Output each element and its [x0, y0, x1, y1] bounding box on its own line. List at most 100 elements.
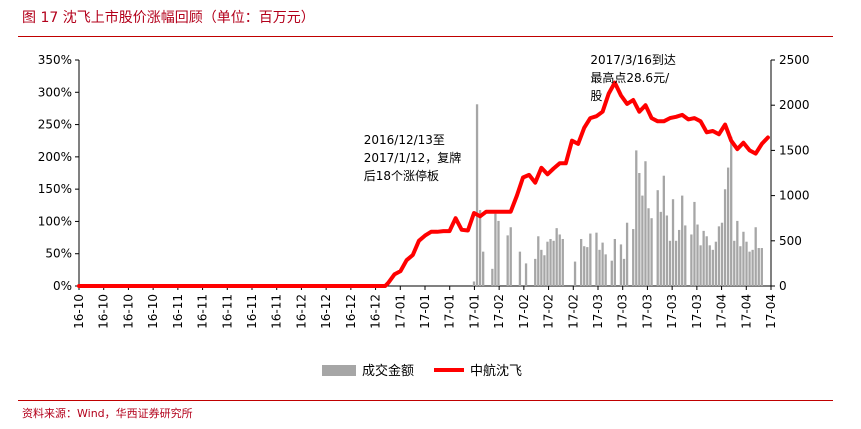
bar [475, 104, 479, 287]
bar [552, 240, 555, 286]
x-tick-label: 17-03 [616, 294, 630, 329]
bar [733, 240, 736, 286]
x-tick-label: 17-02 [492, 294, 506, 329]
bar [583, 246, 586, 286]
bar [671, 199, 675, 286]
line-path [77, 80, 770, 288]
bar [518, 251, 522, 286]
bar [619, 244, 623, 286]
bar [610, 260, 613, 286]
bar [589, 233, 592, 286]
bar [613, 238, 616, 286]
bar [549, 238, 552, 286]
bar [681, 195, 684, 286]
bar [659, 211, 662, 286]
bar [708, 245, 711, 286]
x-tick-label: 17-02 [566, 294, 580, 329]
bar [668, 240, 672, 286]
bar [635, 150, 638, 286]
x-tick-label: 16-12 [344, 294, 358, 329]
bar [509, 227, 512, 286]
bar [665, 215, 669, 286]
bar [625, 222, 629, 286]
bar [717, 226, 721, 286]
bar [598, 249, 601, 286]
x-tick-label: 17-04 [715, 294, 729, 329]
x-tick-label: 17-02 [542, 294, 556, 329]
bar [745, 241, 748, 286]
line-series [77, 80, 770, 288]
bar [684, 225, 687, 286]
x-tick-label: 17-03 [690, 294, 704, 329]
annotation-line: 2017/3/16到达 [590, 53, 676, 67]
bar [760, 248, 763, 286]
x-tick-label: 16-12 [369, 294, 383, 329]
y-right-tick-label: 2500 [779, 53, 810, 67]
bar [561, 238, 564, 286]
bar [696, 224, 699, 286]
bar [472, 281, 476, 286]
axes: 0% 50% 100% 150% 200% 250% 300% 350% 0 500 1000 150… [38, 53, 810, 329]
bar [555, 228, 558, 286]
bar [622, 258, 626, 286]
x-tick-label: 16-12 [319, 294, 333, 329]
bar-series [472, 104, 763, 287]
bar [656, 190, 659, 286]
x-tick-label: 16-12 [294, 294, 308, 329]
x-tick-label: 17-04 [739, 294, 753, 329]
bar [595, 232, 598, 286]
bar [677, 229, 681, 286]
chart-title: 图 17 沈飞上市股价涨幅回顾（单位：百万元） [22, 10, 315, 26]
x-tick-label: 16-11 [220, 294, 234, 329]
x-tick-label: 17-01 [418, 294, 432, 329]
bar [632, 229, 635, 286]
bar [641, 195, 644, 286]
bar [730, 136, 733, 286]
bar [751, 249, 754, 286]
bar [534, 258, 537, 286]
bar [638, 173, 641, 286]
y-left-tick-label: 250% [38, 118, 72, 132]
bar [506, 235, 509, 286]
bar [702, 230, 705, 286]
bar [478, 210, 482, 286]
annotation-line: 股 [590, 89, 602, 103]
bar [546, 241, 549, 286]
bar [491, 268, 494, 286]
x-tick-label: 17-04 [764, 294, 778, 329]
annotation-line: 最高点28.6元/ [590, 70, 670, 85]
bar [714, 241, 718, 286]
bar [604, 254, 607, 286]
bar [662, 175, 665, 286]
annotation-line: 2016/12/13至 [364, 133, 445, 147]
y-right-tick-label: 1000 [779, 189, 810, 203]
y-left-tick-label: 0% [53, 279, 72, 293]
bar [558, 234, 561, 286]
bar [482, 251, 485, 286]
bar [586, 247, 589, 286]
bar [693, 201, 696, 286]
x-tick-label: 16-10 [72, 294, 86, 329]
bar [699, 245, 702, 286]
x-tick-label: 16-11 [196, 294, 210, 329]
y-left-tick-label: 50% [45, 247, 72, 261]
source-note: 资料来源：Wind，华西证券研究所 [22, 407, 193, 420]
bar [690, 234, 693, 286]
x-tick-label: 16-10 [97, 294, 111, 329]
y-left-tick-label: 150% [38, 182, 72, 196]
x-tick-label: 17-01 [467, 294, 481, 329]
legend-bar-label: 成交金额 [362, 363, 414, 379]
x-tick-label: 16-10 [121, 294, 135, 329]
bar [705, 236, 708, 286]
y-right-tick-label: 500 [779, 234, 802, 248]
bar [723, 189, 727, 286]
bar [754, 227, 757, 286]
bar [580, 238, 583, 286]
top-rule [18, 36, 833, 37]
chart: 0% 50% 100% 150% 200% 250% 300% 350% 0 500 1000 150… [38, 53, 810, 379]
x-tick-label: 17-01 [393, 294, 407, 329]
bar [601, 242, 604, 286]
bar [674, 240, 678, 286]
y-left-tick-label: 300% [38, 85, 72, 99]
